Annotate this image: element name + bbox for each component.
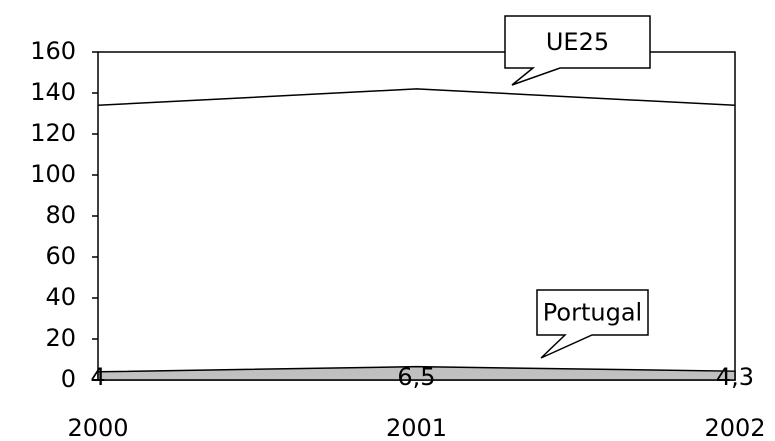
x-tick-label: 2000 — [67, 414, 128, 441]
y-tick-label: 160 — [30, 37, 76, 65]
y-tick-label: 100 — [30, 160, 76, 188]
x-tick-label: 2001 — [386, 414, 447, 441]
series-label: UE25 — [546, 28, 609, 56]
data-label: 4,3 — [716, 363, 754, 391]
y-tick-label: 40 — [45, 283, 76, 311]
callout — [536, 289, 649, 359]
line — [97, 88, 736, 107]
y-tick-label: 80 — [45, 201, 76, 229]
y-tick-label: 60 — [45, 242, 76, 270]
y-tick-label: 0 — [61, 365, 76, 393]
data-label: 6,5 — [397, 363, 435, 391]
data-label: 4 — [90, 363, 105, 391]
y-tick-label: 20 — [45, 324, 76, 352]
callout — [504, 15, 651, 86]
x-tick-label: 2002 — [704, 414, 765, 441]
series-label: Portugal — [543, 299, 642, 327]
y-tick-label: 120 — [30, 119, 76, 147]
area — [97, 365, 736, 381]
y-tick-label: 140 — [30, 78, 76, 106]
